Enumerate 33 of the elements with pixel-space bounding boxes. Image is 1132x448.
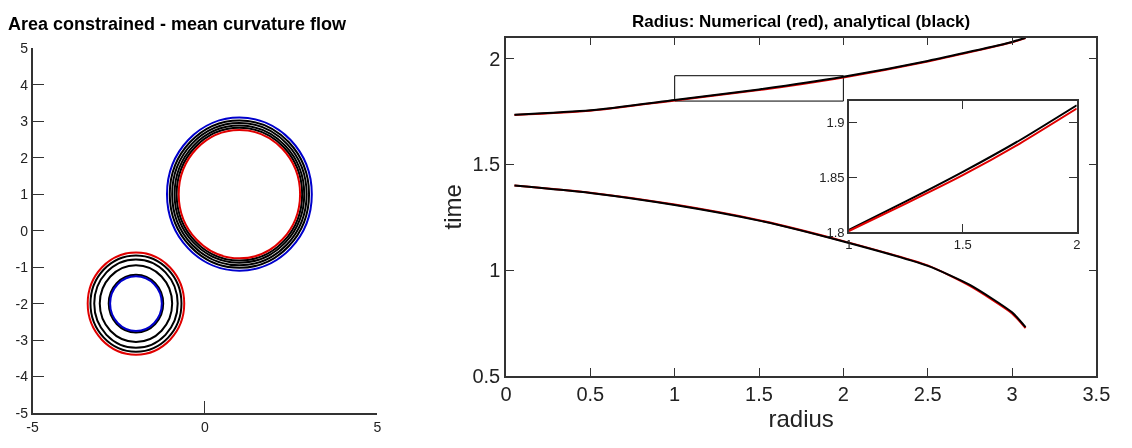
y-tick-label: 3 [20, 113, 29, 130]
x-axis-title: radius [768, 405, 834, 433]
x-tick-label: 5 [373, 418, 382, 435]
y-tick-label: -5 [15, 404, 29, 421]
x-tick-label: 0.5 [576, 383, 605, 406]
y-tick-label: 1.8 [826, 224, 845, 240]
chart-title: Radius: Numerical (red), analytical (black) [632, 12, 971, 31]
chart-title: Area constrained - mean curvature flow [8, 14, 348, 34]
y-tick-label: 2 [489, 47, 501, 70]
y-tick-label: -2 [15, 295, 29, 312]
x-tick-label: 1 [669, 383, 681, 406]
y-tick-label: 0 [20, 222, 29, 239]
x-tick-label: 1.5 [745, 383, 773, 406]
x-tick-label: 0 [201, 418, 210, 435]
y-tick-label: -4 [15, 368, 29, 385]
y-tick-label: 1.5 [472, 153, 501, 176]
y-tick-label: 0.5 [472, 364, 501, 387]
x-tick-label: 3 [1006, 383, 1018, 406]
y-tick-label: 2 [20, 149, 29, 166]
x-tick-label: 1.5 [953, 237, 972, 253]
y-tick-label: 1 [20, 186, 29, 203]
y-tick-label: 1.85 [819, 169, 845, 185]
y-tick-label: -3 [15, 331, 29, 348]
y-tick-label: 1.9 [826, 115, 845, 131]
y-tick-label: -1 [15, 259, 29, 276]
line-series [513, 37, 1027, 117]
y-tick-label: 5 [20, 40, 29, 57]
y-axis-title: time [439, 184, 467, 230]
y-tick-label: 4 [20, 76, 29, 93]
x-tick-label: 2.5 [913, 383, 942, 406]
y-tick-label: 1 [489, 259, 501, 282]
x-tick-label: 3.5 [1082, 383, 1111, 406]
x-tick-label: 2 [1073, 237, 1081, 253]
